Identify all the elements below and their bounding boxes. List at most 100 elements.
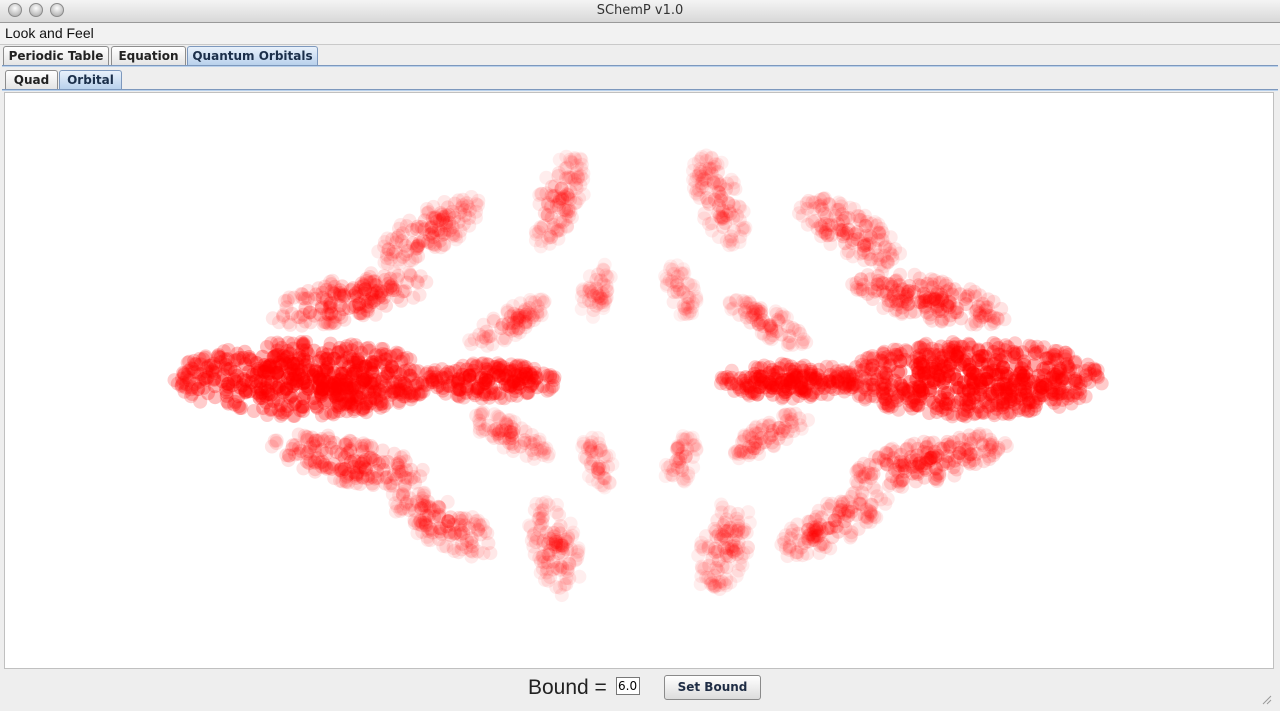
orbital-point [358,372,372,387]
orbital-canvas[interactable] [4,92,1274,669]
orbital-point [334,355,349,370]
orbital-point [320,347,335,362]
orbital-point [310,400,325,415]
orbital-point [328,381,343,396]
zoom-window-button[interactable] [50,3,64,17]
orbital-point [547,188,562,203]
orbital-point [959,289,974,304]
orbital-point [699,148,714,163]
orbital-point [1008,373,1023,388]
orbital-point [936,349,951,364]
orbital-point [185,387,200,401]
orbital-point [238,373,253,388]
orbital-point [951,395,966,410]
tab-orbital[interactable]: Orbital [59,70,122,89]
orbital-point [912,383,927,398]
tab-periodic-table[interactable]: Periodic Table [3,46,109,65]
orbital-point [321,381,336,396]
orbital-point [295,399,310,414]
set-bound-button[interactable]: Set Bound [664,675,761,700]
orbital-point [262,358,277,373]
orbital-point [280,343,295,358]
orbital-point [399,350,414,365]
close-window-button[interactable] [8,3,22,17]
orbital-point [859,382,873,397]
orbital-point [584,444,599,459]
orbital-point [232,401,247,415]
orbital-point [402,368,417,383]
orbital-point [726,175,741,190]
orbital-point [327,404,342,419]
orbital-point [545,370,560,385]
orbital-point [420,365,435,380]
orbital-point [275,407,290,422]
orbital-point [298,358,313,373]
orbital-point [234,401,249,415]
orbital-point [281,335,296,350]
orbital-point [528,233,543,248]
orbital-point [383,363,398,378]
orbital-point [921,374,936,389]
orbital-point [317,372,331,387]
tab-quantum-orbitals[interactable]: Quantum Orbitals [187,46,318,65]
orbital-point [218,352,233,367]
orbital-point [867,380,882,395]
orbital-point [755,418,770,433]
orbital-point [747,366,762,381]
orbital-point [238,357,253,372]
resize-grip-icon[interactable] [1260,693,1272,705]
orbital-point [462,333,477,348]
orbital-point [1091,370,1105,385]
orbital-point [1041,351,1056,365]
orbital-point [392,374,407,389]
menu-look-and-feel[interactable]: Look and Feel [5,25,94,41]
orbital-point [677,474,692,489]
orbital-point [372,382,387,397]
orbital-point [456,358,470,373]
orbital-point [230,368,245,383]
tab-quad[interactable]: Quad [5,70,58,89]
minimize-window-button[interactable] [29,3,43,17]
orbital-point [863,388,878,403]
orbital-point [244,353,259,368]
orbital-point [837,371,852,386]
orbital-point [328,383,343,398]
orbital-point [355,366,370,381]
bound-input[interactable] [616,677,640,695]
orbital-point [985,386,1000,401]
orbital-point [990,398,1005,413]
orbital-point [837,377,852,392]
orbital-point [339,396,354,411]
orbital-point [990,311,1005,326]
orbital-point [367,390,382,405]
orbital-point [316,363,331,378]
orbital-point [220,376,235,391]
orbital-point [743,445,758,460]
orbital-point [344,397,359,412]
orbital-point [954,392,969,407]
orbital-point [853,387,868,402]
orbital-point [911,365,926,380]
orbital-point [359,405,374,420]
orbital-point [206,356,221,371]
orbital-point [279,300,294,315]
orbital-point [179,377,194,392]
orbital-point [986,363,1001,378]
orbital-point [878,392,893,406]
orbital-point [272,337,287,352]
orbital-point [935,393,950,407]
orbital-point [842,365,857,380]
orbital-point [923,451,938,466]
orbital-point [273,408,288,423]
orbital-point [358,359,373,374]
orbital-point [180,355,195,370]
orbital-point [874,377,889,392]
orbital-point [346,364,361,379]
orbital-point [384,387,399,402]
tab-equation[interactable]: Equation [111,46,186,65]
orbital-point [330,377,345,392]
orbital-point [261,387,276,402]
orbital-point [375,371,390,386]
orbital-point [355,402,370,417]
orbital-point [338,462,352,477]
